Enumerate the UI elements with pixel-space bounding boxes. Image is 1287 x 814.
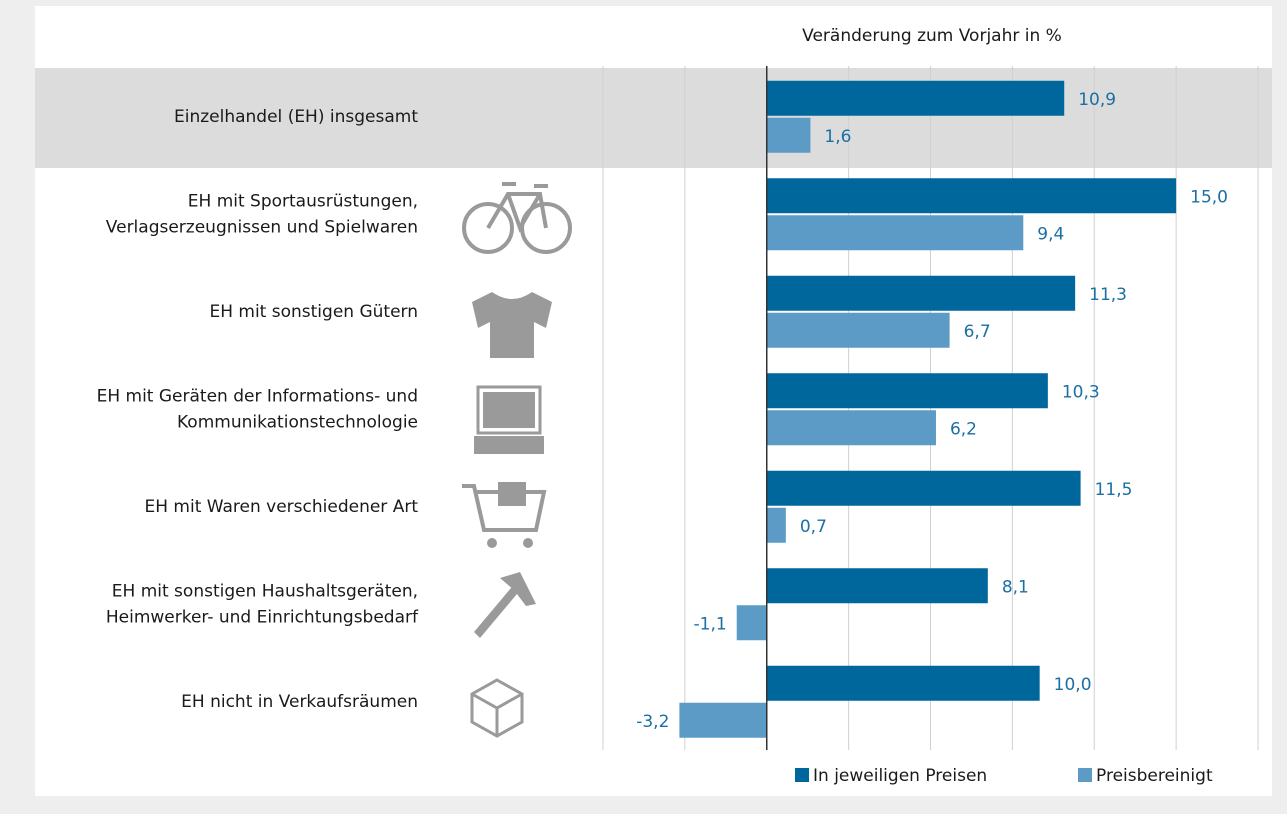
- value-label: 10,0: [1054, 675, 1092, 695]
- bar: [766, 80, 1065, 116]
- value-label: 11,3: [1089, 285, 1127, 305]
- legend-swatch: [1078, 768, 1092, 782]
- value-label: 6,2: [950, 419, 977, 439]
- value-label: 0,7: [800, 517, 827, 537]
- category-label: EH mit Sportausrüstungen,: [188, 191, 418, 211]
- bar: [766, 215, 1024, 251]
- category-label: EH mit Geräten der Informations- und: [97, 386, 418, 406]
- value-label: -3,2: [636, 712, 669, 732]
- icons: [462, 182, 572, 738]
- hammer-icon: [474, 572, 536, 638]
- category-label: Kommunikationstechnologie: [177, 412, 418, 432]
- bar: [766, 410, 936, 446]
- value-label: 10,3: [1062, 382, 1100, 402]
- value-label: 6,7: [964, 322, 991, 342]
- legend-label: In jeweiligen Preisen: [813, 766, 987, 786]
- box-icon: [470, 678, 524, 738]
- chart-title: Veränderung zum Vorjahr in %: [802, 26, 1062, 46]
- value-label: 11,5: [1095, 480, 1133, 500]
- category-label: EH mit sonstigen Haushaltsgeräten,: [112, 581, 418, 601]
- value-label: 8,1: [1002, 577, 1029, 597]
- legend-label: Preisbereinigt: [1096, 766, 1213, 786]
- value-label: 1,6: [824, 127, 851, 147]
- shirt-icon: [472, 292, 552, 358]
- bar: [766, 470, 1081, 506]
- bike-icon: [462, 182, 572, 254]
- bar: [766, 373, 1048, 409]
- category-label: EH mit sonstigen Gütern: [209, 302, 418, 322]
- legend-swatch: [795, 768, 809, 782]
- bar: [766, 507, 786, 543]
- value-label: 9,4: [1037, 224, 1064, 244]
- category-label: Verlagserzeugnissen und Spielwaren: [106, 217, 418, 237]
- bar: [736, 605, 767, 641]
- bar: [766, 665, 1040, 701]
- bar: [766, 568, 988, 604]
- bar: [766, 117, 811, 153]
- value-label: 15,0: [1190, 187, 1228, 207]
- bar: [766, 275, 1076, 311]
- value-label: -1,1: [694, 614, 727, 634]
- value-label: 10,9: [1078, 90, 1116, 110]
- bar: [766, 178, 1177, 214]
- cart-icon: [462, 482, 547, 548]
- bar: [766, 312, 950, 348]
- category-label: Einzelhandel (EH) insgesamt: [174, 107, 418, 127]
- laptop-icon: [474, 385, 544, 454]
- highlight-row: [35, 68, 1272, 168]
- category-label: EH mit Waren verschiedener Art: [144, 497, 418, 517]
- category-label: EH nicht in Verkaufsräumen: [181, 692, 418, 712]
- bar: [679, 702, 767, 738]
- category-label: Heimwerker- und Einrichtungsbedarf: [106, 607, 419, 627]
